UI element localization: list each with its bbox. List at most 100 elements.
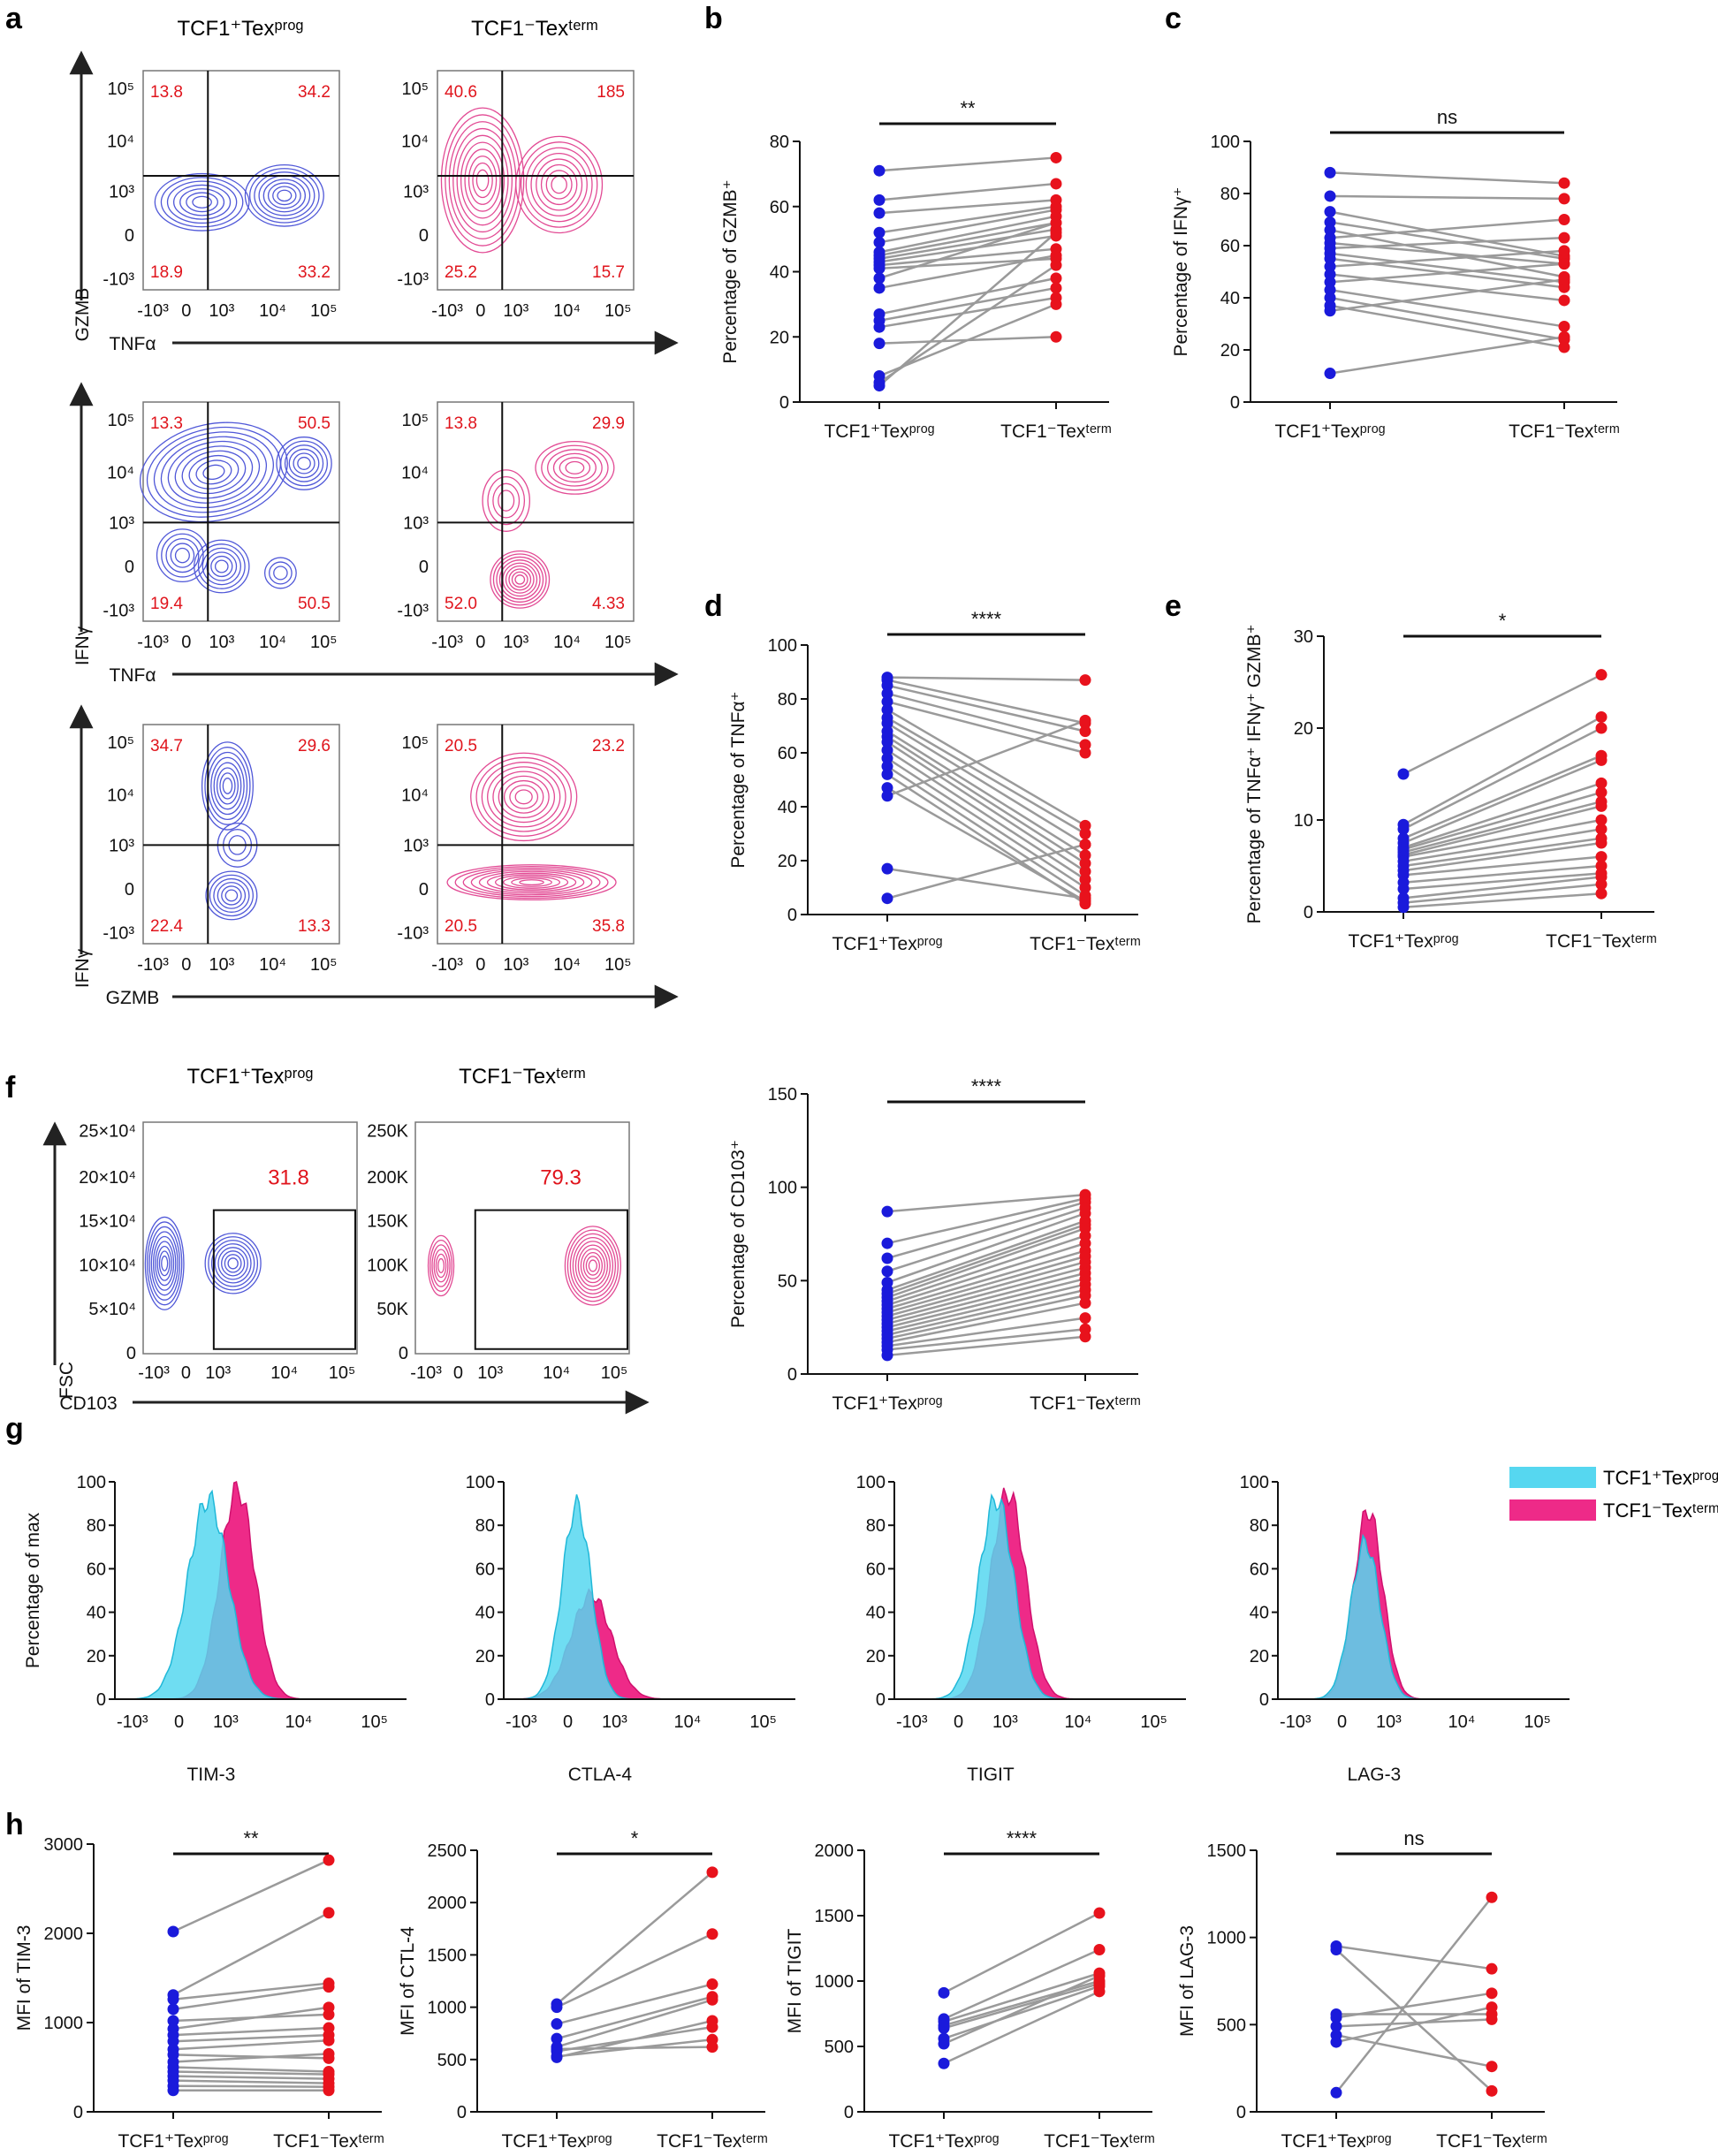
flow-row-axes-3: IFNγ GZMB: [69, 704, 679, 1009]
dot-prog: [1397, 823, 1410, 835]
contour-line: [269, 561, 293, 585]
dot-term: [1595, 887, 1608, 900]
flow-y-tick-label: 10⁵: [401, 411, 429, 430]
dot-prog: [938, 2057, 950, 2069]
pair-line: [172, 2070, 330, 2076]
pair-line: [886, 722, 1086, 846]
pair-line: [556, 1995, 713, 2040]
flow-x-tick-label: 10³: [503, 301, 528, 321]
dot-term: [1595, 823, 1608, 835]
pair-line: [556, 1932, 713, 2008]
pair-line: [886, 700, 1086, 755]
pair-line: [886, 1272, 1086, 1325]
dot-term: [1079, 857, 1091, 869]
pair-line: [1403, 782, 1602, 849]
flow-y-tick-label: 100K: [367, 1256, 408, 1275]
y-tick-label: 20: [475, 1647, 495, 1666]
dot-prog: [167, 1925, 179, 1938]
contour-line: [572, 1236, 613, 1294]
dot-prog: [881, 790, 893, 802]
pair-line: [943, 1911, 1100, 1994]
contour-line: [492, 482, 521, 519]
pair-line: [886, 1294, 1086, 1340]
flow-x-tick-label: 10⁴: [553, 301, 581, 321]
contour-line: [503, 876, 561, 889]
y-tick-label: 60: [1220, 237, 1240, 256]
y-tick-label: 60: [866, 1560, 886, 1579]
contour-line: [535, 440, 615, 495]
dot-term: [706, 2041, 718, 2054]
contour-line: [219, 772, 236, 800]
dot-prog: [873, 226, 886, 239]
y-tick-label: 60: [778, 744, 797, 763]
y-tick-label: 0: [73, 2103, 83, 2122]
pair-line: [172, 2026, 330, 2037]
contour-line: [273, 566, 288, 581]
dot-prog: [551, 2041, 563, 2054]
contour-line: [267, 182, 301, 209]
dot-term: [1050, 272, 1062, 285]
dot-prog: [1330, 1943, 1342, 1955]
legend-label-term: TCF1⁻Texᵗᵉʳᵐ: [1603, 1499, 1718, 1522]
y-tick-label: 40: [475, 1604, 495, 1623]
contour-line: [564, 1226, 621, 1306]
gate-value-ll: 18.9: [150, 263, 183, 282]
dot-term: [1595, 800, 1608, 812]
flow-y-tick-label: 150K: [367, 1212, 408, 1232]
contour-line: [445, 114, 521, 247]
contour-line: [514, 789, 533, 805]
y-tick-label: 60: [87, 1560, 106, 1579]
x-tick-label-term: TCF1⁻Texᵗᵉʳᵐ: [273, 2131, 384, 2152]
pair-line: [1403, 800, 1602, 854]
flow-y-tick-label: 10⁵: [107, 733, 134, 753]
flow-x-axis-label: GZMB: [106, 988, 160, 1008]
y-tick-label: 1000: [428, 1999, 468, 2018]
dot-term: [1558, 294, 1570, 307]
contour-line: [214, 1243, 252, 1284]
significance-label: *: [1499, 610, 1507, 632]
pair-line: [878, 221, 1057, 280]
pair-line: [886, 730, 1086, 856]
flow-title-term: TCF1⁻Texᵗᵉʳᵐ: [471, 17, 598, 41]
dot-term: [1079, 739, 1091, 751]
dot-term: [1558, 320, 1570, 332]
dot-term: [323, 2034, 335, 2046]
pair-line: [886, 748, 1086, 881]
contour-line: [580, 1248, 605, 1284]
contour-line: [460, 141, 506, 219]
histogram-prog: [1278, 1533, 1570, 1700]
pair-line: [1403, 837, 1602, 868]
dot-prog: [873, 262, 886, 275]
pair-line: [172, 2079, 330, 2084]
x-tick-label: -10³: [896, 1712, 928, 1732]
pair-line: [886, 1278, 1086, 1329]
gate-value-ur: 23.2: [592, 737, 625, 755]
dot-prog: [1324, 206, 1336, 218]
pair-line: [878, 234, 1057, 263]
x-tick-label-prog: TCF1⁺Texᵖʳᵒᵍ: [501, 2131, 612, 2152]
contour-line: [508, 568, 532, 591]
dot-term: [323, 2084, 335, 2097]
pair-line: [1329, 210, 1565, 258]
y-tick-label: 20: [866, 1647, 886, 1666]
pair-line: [1335, 1992, 1493, 2019]
pair-line: [886, 1212, 1086, 1284]
dot-prog: [873, 194, 886, 206]
flow-y-tick-label: 5×10⁴: [88, 1300, 136, 1319]
flow-x-tick-label: 10³: [477, 1363, 503, 1383]
dot-prog: [873, 236, 886, 248]
flow-x-tick-label: 0: [181, 301, 191, 321]
dot-term: [1079, 1331, 1091, 1343]
dot-term: [1595, 722, 1608, 734]
contour-line: [559, 457, 591, 479]
flow-x-tick-label: -10³: [137, 955, 169, 975]
y-axis-label: MFI of LAG-3: [1177, 1925, 1197, 2037]
dot-prog: [881, 679, 893, 692]
y-tick-label: 10: [1294, 811, 1313, 831]
gate-value-ur: 29.6: [298, 737, 331, 755]
flow-x-tick-label: 10⁵: [310, 301, 338, 321]
pair-line: [1329, 336, 1565, 375]
x-tick-label: 10⁵: [1524, 1712, 1551, 1732]
